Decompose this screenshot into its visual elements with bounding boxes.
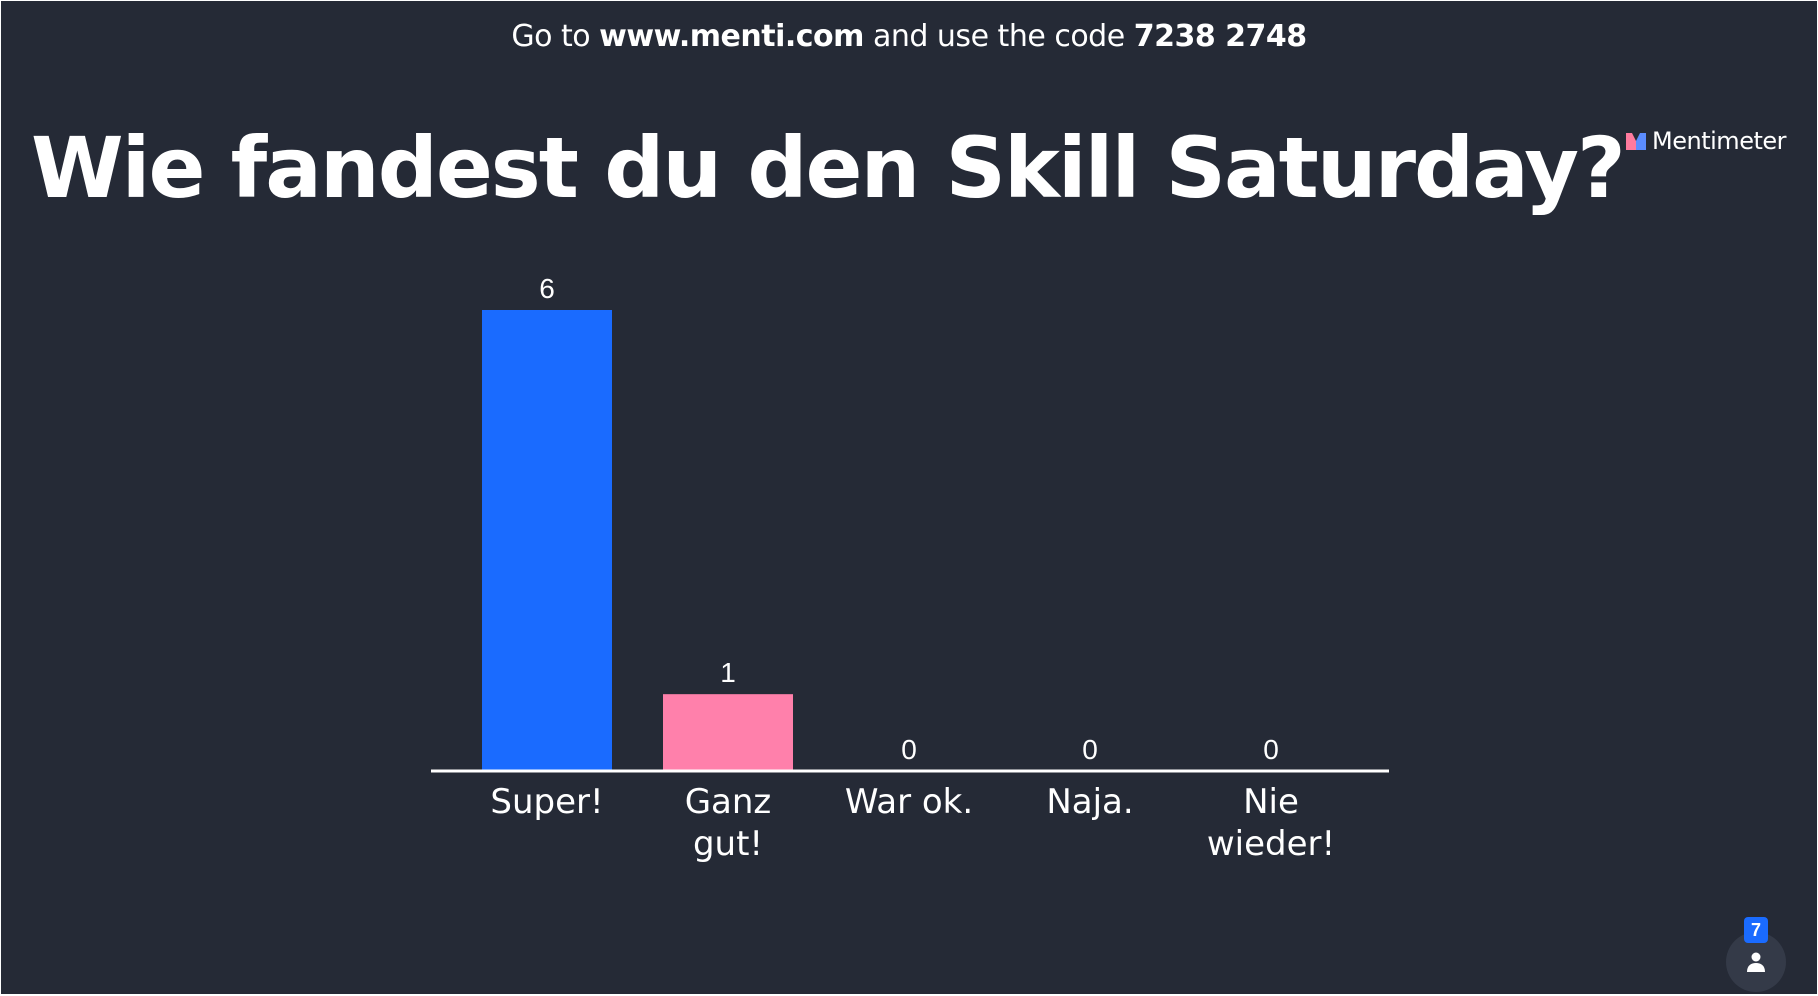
participants-count-badge: 7: [1744, 917, 1768, 943]
category-label-4: Naja.: [1046, 782, 1133, 822]
bar-value-label-5: 0: [1263, 734, 1279, 765]
category-label-5: Nie wieder!: [1207, 782, 1335, 864]
join-url[interactable]: www.menti.com: [599, 19, 864, 54]
join-code: 7238 2748: [1133, 19, 1307, 54]
mentimeter-logo-icon: [1626, 133, 1647, 150]
bar-value-label-4: 0: [1082, 734, 1098, 765]
category-label-1: Super!: [490, 782, 603, 822]
bar-2: [663, 694, 793, 771]
category-label-3: War ok.: [845, 782, 973, 822]
person-icon: [1747, 952, 1765, 972]
participants-button[interactable]: 7: [1726, 917, 1786, 992]
join-prefix: Go to: [511, 19, 600, 54]
question-title: Wie fandest du den Skill Saturday?: [31, 119, 1626, 217]
category-label-2: Ganz gut!: [685, 782, 772, 864]
mentimeter-brand: Mentimeter: [1625, 127, 1786, 155]
join-instructions: Go to www.menti.com and use the code 723…: [1, 19, 1817, 54]
bar-value-label-2: 1: [720, 657, 736, 688]
join-middle: and use the code: [863, 19, 1134, 54]
bar-value-label-3: 0: [901, 734, 917, 765]
bar-value-label-1: 6: [539, 273, 555, 304]
brand-name: Mentimeter: [1652, 127, 1786, 155]
bar-1: [482, 310, 612, 771]
